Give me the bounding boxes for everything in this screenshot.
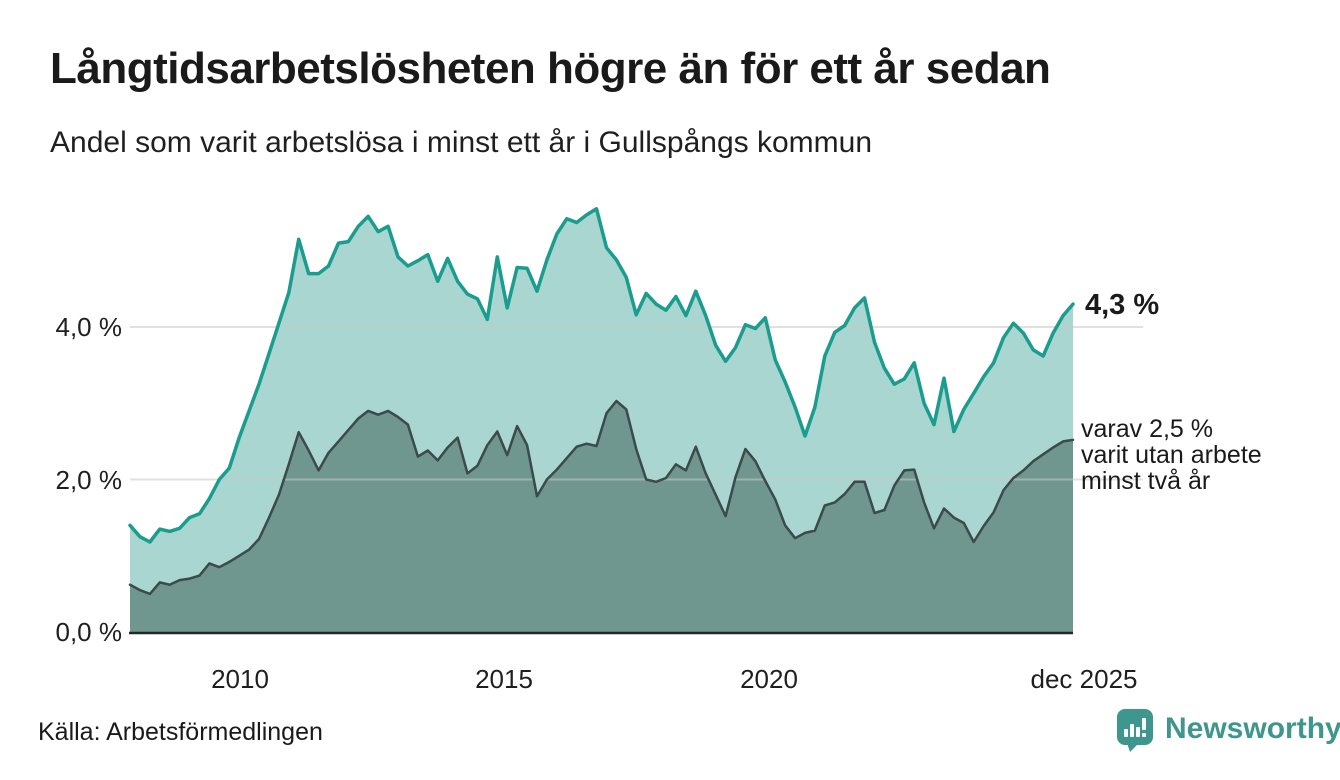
y-tick-2: 2,0 %	[55, 465, 123, 495]
y-tick-4: 4,0 %	[55, 312, 123, 342]
line-unemployed-two-years	[128, 399, 1075, 596]
secondary-annotation-line-1: varav 2,5 %	[1081, 415, 1214, 443]
newsworthy-logo: Newsworthy	[1115, 706, 1340, 752]
y-tick-0: 0,0 %	[55, 617, 123, 647]
newsworthy-wordmark: Newsworthy	[1165, 712, 1340, 745]
x-tick-2015: 2015	[475, 664, 533, 694]
x-tick-2020: 2020	[740, 664, 798, 694]
chart-title: Långtidsarbetslösheten högre än för ett …	[50, 44, 1051, 93]
area-fill-unemployed-two-years	[130, 401, 1073, 632]
secondary-annotation-line-2: varit utan arbete	[1081, 441, 1262, 469]
y-gridlines	[130, 326, 1143, 481]
secondary-series-annotation: varav 2,5 % varit utan arbete minst två …	[1081, 416, 1262, 494]
newsworthy-bubble-chart-icon	[1117, 709, 1153, 752]
line-unemployed-one-year	[128, 207, 1075, 544]
x-tick-dec-2025: dec 2025	[1030, 664, 1138, 694]
secondary-annotation-line-3: minst två år	[1081, 467, 1211, 495]
source-credit: Källa: Arbetsförmedlingen	[38, 718, 323, 746]
chart-subtitle: Andel som varit arbetslösa i minst ett å…	[50, 126, 872, 159]
x-tick-2010: 2010	[211, 664, 269, 694]
latest-value-label: 4,3 %	[1085, 289, 1160, 321]
